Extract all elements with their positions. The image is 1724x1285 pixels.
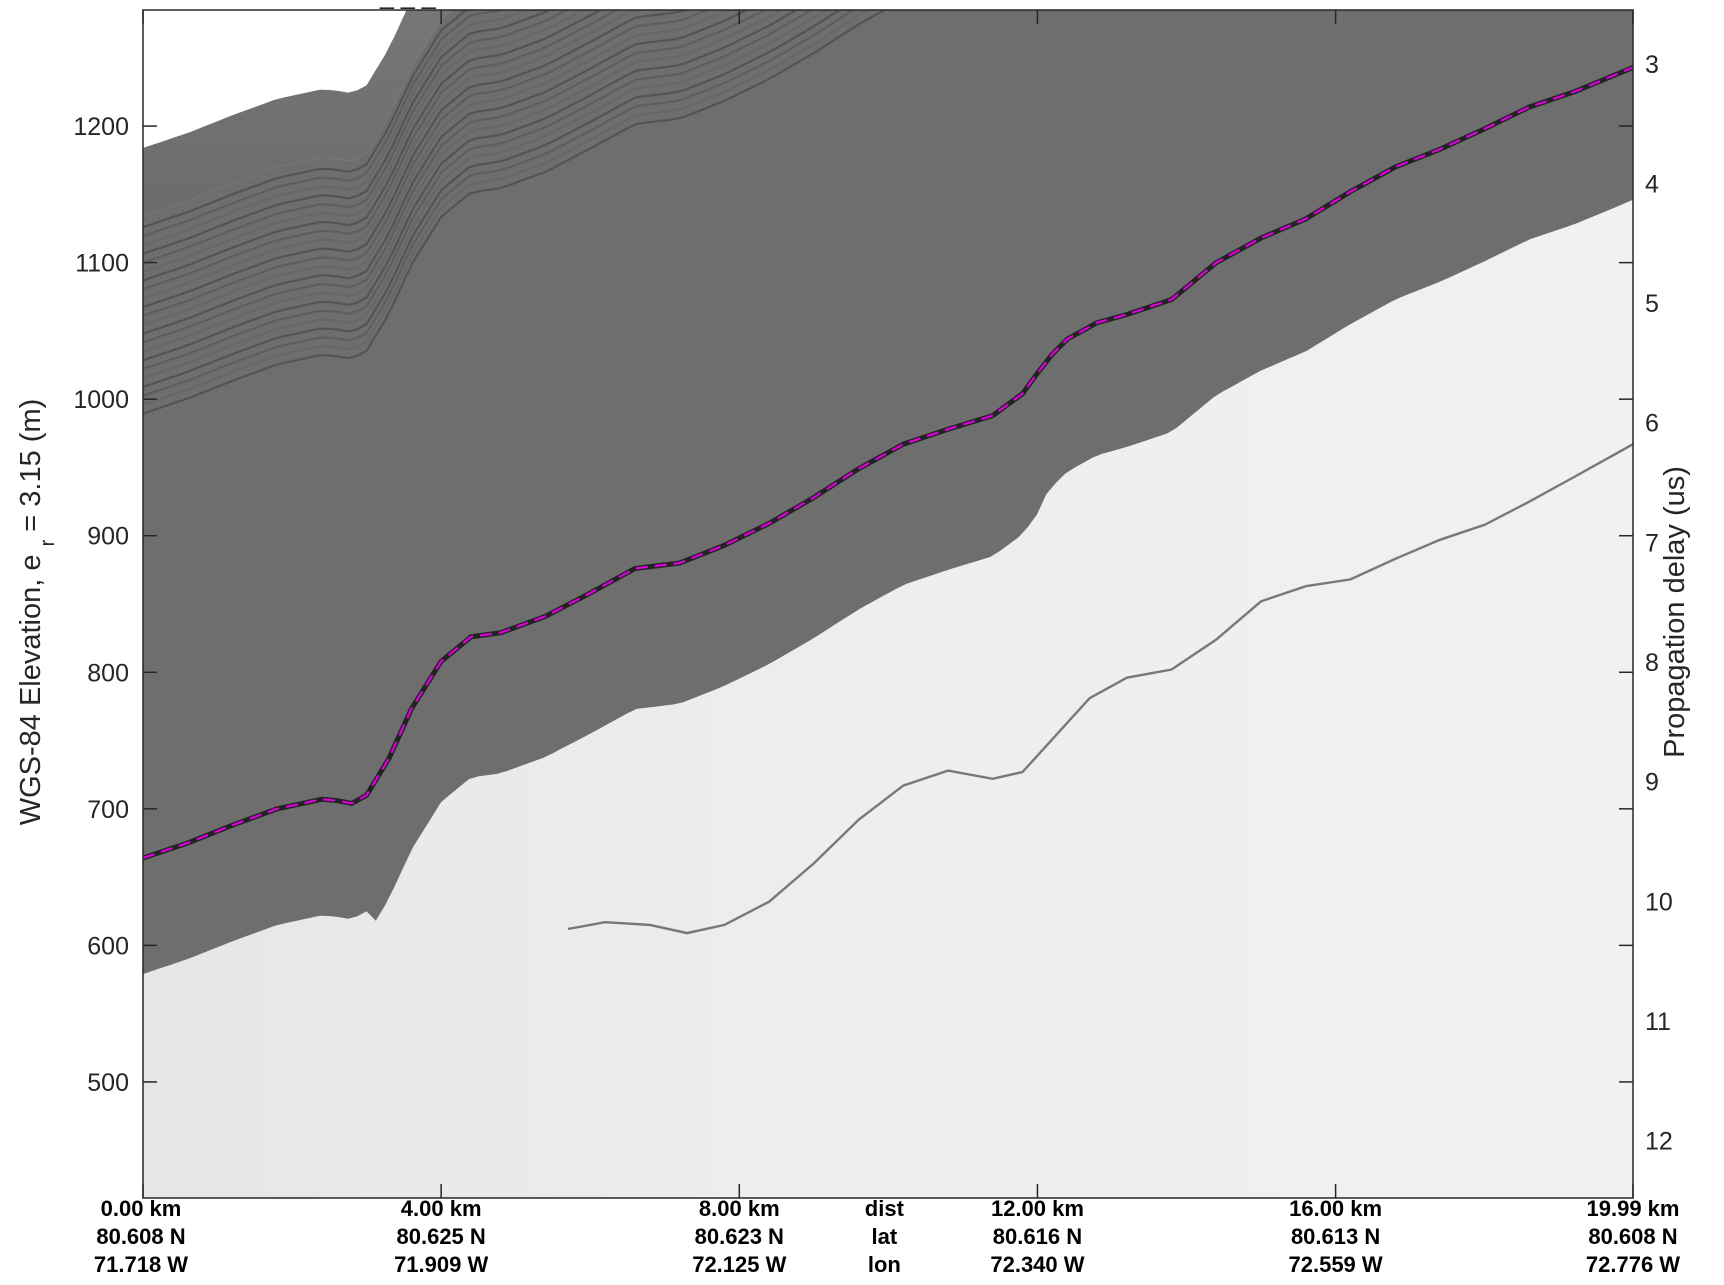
firn-layer-line: [143, 10, 506, 238]
firn-layer-line: [143, 10, 619, 291]
firn-layer-line: [143, 10, 842, 388]
geo-row-label-lon: lon: [868, 1252, 901, 1277]
firn-layer-line: [143, 10, 711, 317]
geo-lon-label: 71.909 W: [394, 1252, 488, 1277]
y-tick-label: 900: [87, 523, 129, 551]
surface-pick-line: [143, 66, 1633, 860]
y-axis-label: WGS-84 Elevation, e r = 3.15 (m): [15, 399, 61, 826]
firn-layer-line: [143, 10, 799, 362]
radargram-image: [143, 10, 1633, 1198]
geo-lat-label: 80.613 N: [1291, 1224, 1380, 1249]
y2-tick-label: 11: [1645, 1008, 1671, 1036]
firn-layer-line: [143, 10, 603, 282]
air-region: [143, 10, 407, 148]
firn-layer-line: [143, 10, 814, 371]
plot-frame: [142, 9, 1634, 1199]
geo-row-label-lat: lat: [872, 1224, 898, 1249]
firn-layer-line: [143, 10, 768, 344]
firn-layer-line: [143, 10, 784, 353]
firn-layer-line: [143, 10, 856, 397]
geo-lon-label: 72.340 W: [990, 1252, 1084, 1277]
firn-layer-line: [143, 10, 732, 326]
bed-echo-line: [567, 443, 1633, 935]
y2-tick-label: 10: [1645, 888, 1673, 916]
y-axis-label-suffix: = 3.15 (m): [15, 399, 47, 532]
firn-layer-line: [143, 10, 888, 415]
y2-tick-label: 7: [1645, 529, 1659, 557]
geo-dist-label: 4.00 km: [401, 1196, 482, 1221]
y-axis-label-subscript: r: [37, 539, 59, 546]
firn-layer-line: [143, 10, 531, 246]
y-tick-label: 800: [87, 659, 129, 687]
y2-tick-label: 5: [1645, 290, 1659, 318]
geo-lat-label: 80.625 N: [397, 1224, 486, 1249]
y-tick-label: 1200: [73, 113, 129, 141]
firn-layer-line: [143, 10, 587, 273]
y2-tick-label: 6: [1645, 410, 1659, 438]
firn-layer-line: [143, 10, 750, 335]
geo-dist-label: 8.00 km: [699, 1196, 780, 1221]
geo-lon-label: 71.718 W: [94, 1252, 188, 1277]
firn-layer-line: [143, 10, 552, 255]
geo-tick-table: 0.00 km 80.608 N 71.718 W 4.00 km 80.625 N 71…: [94, 1196, 1680, 1277]
geo-lon-label: 72.776 W: [1586, 1252, 1680, 1277]
geo-lat-label: 80.623 N: [695, 1224, 784, 1249]
y2-tick-label: 9: [1645, 769, 1659, 797]
y-tick-label: 700: [87, 796, 129, 824]
y-tick-label: 1100: [75, 250, 129, 278]
firn-layers: [143, 10, 888, 415]
y-tick-label: 600: [87, 932, 129, 960]
firn-layer-line: [143, 10, 828, 380]
ice-band: [143, 10, 1633, 975]
geo-lat-label: 80.608 N: [96, 1224, 185, 1249]
geo-dist-label: 12.00 km: [991, 1196, 1084, 1221]
y2-tick-label: 3: [1645, 51, 1659, 79]
geo-lat-label: 80.608 N: [1588, 1224, 1677, 1249]
y2-axis-label-text: Propagation delay (us): [1659, 466, 1691, 758]
plot-axes: 500 600 700 800 900 1000 1100 1200 3 4 5 6 7 8 9 10 11 12: [73, 9, 1673, 1199]
firn-layer-line: [143, 10, 688, 309]
firn-layer-line: [143, 10, 636, 300]
y-axis-label-main: WGS-84 Elevation, e: [15, 554, 47, 825]
y-tick-label: 500: [87, 1069, 129, 1097]
y2-tick-label: 8: [1645, 649, 1659, 677]
firn-layer-line: [143, 10, 468, 229]
geo-dist-label: 16.00 km: [1289, 1196, 1382, 1221]
geo-dist-label: 19.99 km: [1587, 1196, 1680, 1221]
air-transition: [143, 10, 453, 217]
geo-row-label-dist: dist: [865, 1196, 905, 1221]
geo-lat-label: 80.616 N: [993, 1224, 1082, 1249]
y2-axis-label: Propagation delay (us): [1659, 466, 1691, 758]
svg-text:WGS-84 Elevation, e r: WGS-84 Elevation, e r = 3.15 (m): [15, 399, 61, 826]
geo-lon-label: 72.559 W: [1289, 1252, 1383, 1277]
geo-dist-label: 0.00 km: [101, 1196, 182, 1221]
geo-lon-label: 72.125 W: [692, 1252, 786, 1277]
y2-tick-label: 12: [1645, 1128, 1673, 1156]
y2-tick-label: 4: [1645, 170, 1659, 198]
y-tick-label: 1000: [73, 386, 129, 414]
chart-title-fragment: _ _ _: [379, 0, 437, 10]
firn-layer-line: [143, 10, 871, 406]
firn-layer-line: [143, 10, 569, 264]
